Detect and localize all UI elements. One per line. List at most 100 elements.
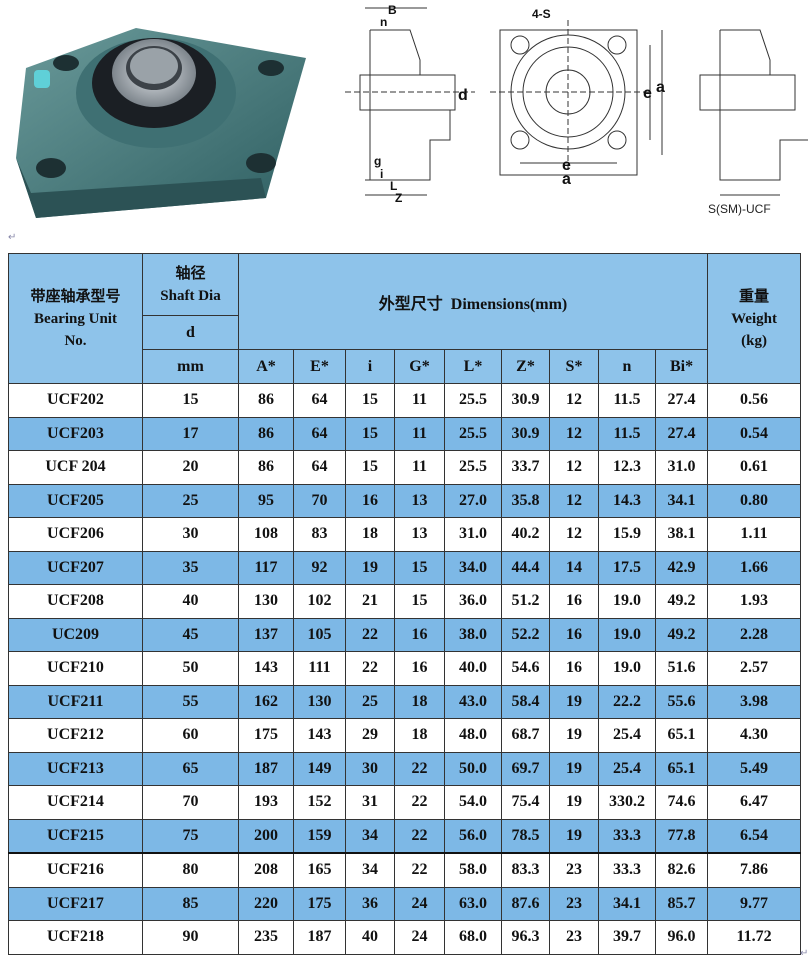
value-cell: 25.4 xyxy=(598,751,656,786)
table-row: UCF211 55 162 130 25 18 43.0 58.4 19 22.2 55.6 3.98 xyxy=(8,684,802,719)
header-bearing-unit: 带座轴承型号 Bearing Unit No. xyxy=(8,253,143,384)
header-weight-unit: (kg) xyxy=(741,332,767,349)
value-cell: 49.2 xyxy=(654,617,709,652)
value-cell: 193 xyxy=(238,785,294,820)
value-cell: 85.7 xyxy=(654,886,709,921)
value-cell: 51.6 xyxy=(654,651,709,686)
label-d: d xyxy=(458,87,468,104)
value-cell: 35.8 xyxy=(501,483,550,518)
value-cell: 33.3 xyxy=(598,852,656,888)
value-cell: 39.7 xyxy=(598,920,656,955)
value-cell: 4.30 xyxy=(707,718,802,753)
value-cell: 31.0 xyxy=(444,517,502,552)
value-cell: 36 xyxy=(345,886,395,921)
value-cell: 25 xyxy=(142,483,239,518)
value-cell: 34.1 xyxy=(654,483,709,518)
label-g: g xyxy=(374,154,381,168)
header-dim-col: S* xyxy=(549,349,599,384)
value-cell: 13 xyxy=(394,483,445,518)
value-cell: 40.0 xyxy=(444,651,502,686)
value-cell: 51.2 xyxy=(501,584,550,619)
value-cell: 34.1 xyxy=(598,886,656,921)
value-cell: 74.6 xyxy=(654,785,709,820)
table-row: UCF208 40 130 102 21 15 36.0 51.2 16 19.0 49.2 1.93 xyxy=(8,584,802,619)
label-i: i xyxy=(380,167,383,181)
value-cell: 0.80 xyxy=(707,483,802,518)
value-cell: 40 xyxy=(142,584,239,619)
value-cell: 63.0 xyxy=(444,886,502,921)
value-cell: 55 xyxy=(142,684,239,719)
bearing-unit-cell: UCF203 xyxy=(8,416,143,451)
value-cell: 105 xyxy=(293,617,346,652)
value-cell: 30 xyxy=(345,751,395,786)
value-cell: 24 xyxy=(394,886,445,921)
value-cell: 16 xyxy=(345,483,395,518)
value-cell: 162 xyxy=(238,684,294,719)
header-dim-col: G* xyxy=(394,349,445,384)
value-cell: 29 xyxy=(345,718,395,753)
table-row: UC209 45 137 105 22 16 38.0 52.2 16 19.0 49.2 2.28 xyxy=(8,617,802,652)
value-cell: 0.61 xyxy=(707,450,802,485)
value-cell: 11 xyxy=(394,383,445,418)
value-cell: 86 xyxy=(238,383,294,418)
label-a-vertical: a xyxy=(656,79,665,96)
header-dims-en: Dimensions(mm) xyxy=(450,295,568,313)
value-cell: 33.3 xyxy=(598,818,656,854)
value-cell: 96.0 xyxy=(654,920,709,955)
bearing-unit-cell: UCF217 xyxy=(8,886,143,921)
header-weight: 重量 Weight (kg) xyxy=(707,253,802,384)
value-cell: 19 xyxy=(549,684,599,719)
value-cell: 22 xyxy=(394,751,445,786)
table-row: UCF218 90 235 187 40 24 68.0 96.3 23 39.7 96.0 11.7… xyxy=(8,920,802,955)
value-cell: 96.3 xyxy=(501,920,550,955)
value-cell: 6.54 xyxy=(707,818,802,854)
value-cell: 2.28 xyxy=(707,617,802,652)
value-cell: 23 xyxy=(549,886,599,921)
value-cell: 22 xyxy=(345,651,395,686)
header-dims-cn: 外型尺寸 xyxy=(378,295,443,313)
value-cell: 25 xyxy=(345,684,395,719)
value-cell: 18 xyxy=(394,684,445,719)
value-cell: 19.0 xyxy=(598,651,656,686)
value-cell: 83.3 xyxy=(501,852,550,888)
value-cell: 83 xyxy=(293,517,346,552)
table-row: UCF217 85 220 175 36 24 63.0 87.6 23 34.1 85.7 9.77 xyxy=(8,886,802,921)
bearing-unit-cell: UCF218 xyxy=(8,920,143,955)
table-row: UCF203 17 86 64 15 11 25.5 30.9 12 11.5 27.4 0.54 xyxy=(8,416,802,451)
table-row: UCF214 70 193 152 31 22 54.0 75.4 19 330.2 74.6 6.4… xyxy=(8,785,802,820)
header-weight-en: Weight xyxy=(731,310,777,327)
value-cell: 11.72 xyxy=(707,920,802,955)
value-cell: 70 xyxy=(293,483,346,518)
value-cell: 11.5 xyxy=(598,383,656,418)
value-cell: 11 xyxy=(394,450,445,485)
header-unit-cn: 带座轴承型号 xyxy=(30,288,121,305)
header-shaft-cn: 轴径 xyxy=(175,265,206,282)
table-row: UCF205 25 95 70 16 13 27.0 35.8 12 14.3 34.1 0.80 xyxy=(8,483,802,518)
header-shaft-d: d xyxy=(142,315,239,350)
bearing-unit-cell: UCF205 xyxy=(8,483,143,518)
value-cell: 58.4 xyxy=(501,684,550,719)
table-row: UCF216 80 208 165 34 22 58.0 83.3 23 33.3 82.6 7.86 xyxy=(8,852,802,888)
label-a: a xyxy=(562,171,571,188)
table-row: UCF202 15 86 64 15 11 25.5 30.9 12 11.5 27.4 0.56 xyxy=(8,383,802,418)
value-cell: 159 xyxy=(293,818,346,854)
value-cell: 12 xyxy=(549,483,599,518)
value-cell: 50.0 xyxy=(444,751,502,786)
value-cell: 56.0 xyxy=(444,818,502,854)
value-cell: 90 xyxy=(142,920,239,955)
value-cell: 27.0 xyxy=(444,483,502,518)
value-cell: 68.0 xyxy=(444,920,502,955)
value-cell: 25.5 xyxy=(444,450,502,485)
value-cell: 85 xyxy=(142,886,239,921)
value-cell: 54.6 xyxy=(501,651,550,686)
value-cell: 15.9 xyxy=(598,517,656,552)
value-cell: 64 xyxy=(293,450,346,485)
value-cell: 19 xyxy=(549,718,599,753)
value-cell: 16 xyxy=(549,651,599,686)
value-cell: 175 xyxy=(238,718,294,753)
value-cell: 18 xyxy=(345,517,395,552)
value-cell: 1.11 xyxy=(707,517,802,552)
value-cell: 12 xyxy=(549,416,599,451)
value-cell: 22.2 xyxy=(598,684,656,719)
value-cell: 17.5 xyxy=(598,550,656,585)
